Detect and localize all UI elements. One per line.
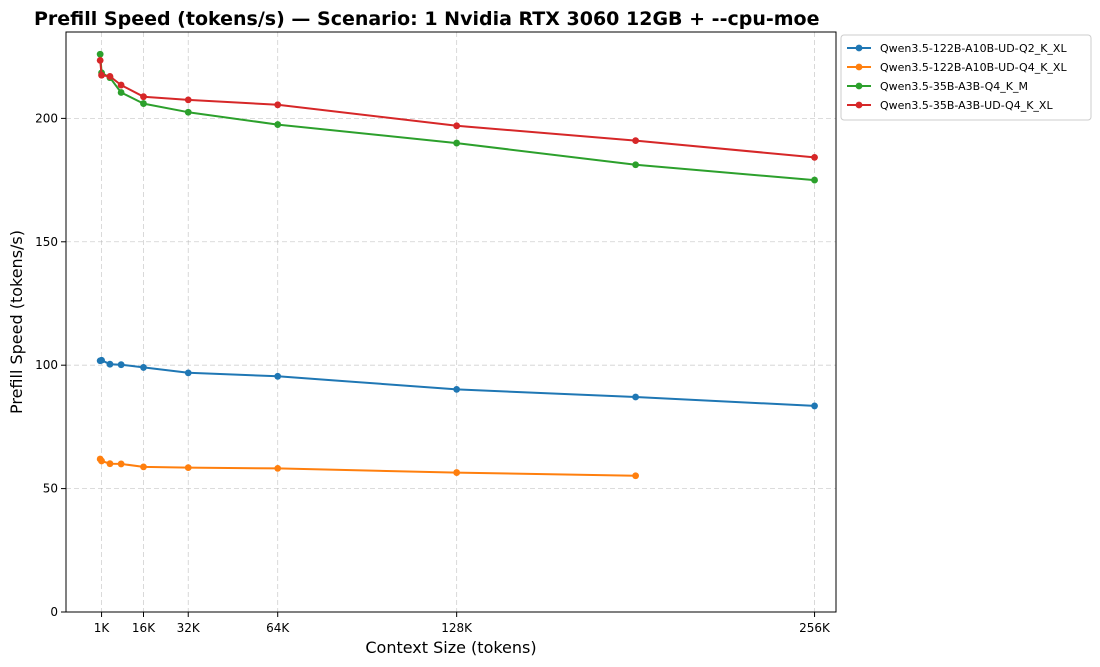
data-point: [632, 137, 640, 144]
y-axis-ticks: 0 50 100 150 200: [35, 111, 66, 619]
legend-marker: [855, 82, 863, 90]
data-point: [96, 50, 104, 58]
series-3: [96, 50, 818, 184]
data-point: [140, 93, 147, 101]
data-point: [184, 108, 192, 116]
series-4: [96, 56, 818, 161]
grid-lines: [66, 32, 836, 613]
x-axis-ticks: 1K 16K 32K 64K 128K 256K: [94, 612, 831, 635]
data-point: [453, 469, 461, 476]
series-1: [96, 356, 818, 410]
data-point: [811, 153, 818, 161]
legend-label: Qwen3.5-122B-A10B-UD-Q2_K_XL: [880, 42, 1067, 55]
data-point: [106, 360, 114, 368]
data-point: [274, 372, 282, 380]
data-point: [106, 73, 114, 80]
x-tick-label: 32K: [177, 621, 201, 635]
legend-label: Qwen3.5-35B-A3B-UD-Q4_K_XL: [880, 99, 1053, 112]
series-layer: [96, 50, 818, 480]
data-point: [274, 121, 282, 128]
data-point: [453, 139, 461, 147]
chart-title: Prefill Speed (tokens/s) — Scenario: 1 N…: [34, 8, 819, 30]
y-axis-label: Prefill Speed (tokens/s): [7, 230, 26, 414]
data-point: [274, 464, 282, 472]
series-line: [99, 59, 816, 159]
legend-label: Qwen3.5-122B-A10B-UD-Q4_K_XL: [880, 61, 1067, 74]
data-point: [453, 122, 461, 130]
data-point: [184, 464, 192, 472]
data-point: [117, 81, 125, 89]
data-point: [632, 393, 640, 401]
x-tick-label: 16K: [132, 621, 156, 635]
legend-marker: [855, 44, 863, 52]
data-point: [184, 96, 192, 104]
y-tick-label: 150: [35, 235, 58, 249]
data-point: [140, 364, 147, 371]
data-point: [811, 402, 818, 410]
data-point: [184, 369, 192, 377]
y-tick-label: 50: [43, 482, 58, 496]
data-point: [632, 472, 640, 480]
series-2: [96, 455, 640, 480]
y-tick-label: 200: [35, 111, 58, 125]
data-point: [117, 361, 125, 369]
x-axis-label: Context Size (tokens): [365, 638, 536, 657]
legend-marker: [855, 63, 863, 71]
data-point: [632, 161, 640, 169]
series-line: [99, 458, 637, 477]
data-point: [453, 385, 461, 393]
data-point: [140, 463, 147, 471]
data-point: [811, 176, 818, 184]
data-point: [274, 101, 282, 109]
data-point: [98, 71, 105, 79]
x-tick-label: 128K: [441, 621, 473, 635]
data-point: [98, 356, 105, 364]
series-line: [99, 359, 816, 407]
data-point: [98, 457, 105, 465]
data-point: [96, 56, 104, 64]
data-point: [117, 460, 125, 468]
legend-label: Qwen3.5-35B-A3B-Q4_K_M: [880, 80, 1028, 93]
legend: Qwen3.5-122B-A10B-UD-Q2_K_XL Qwen3.5-122B…: [840, 34, 1092, 121]
data-point: [140, 100, 147, 107]
legend-marker: [855, 101, 863, 109]
y-tick-label: 100: [35, 358, 58, 372]
data-point: [117, 89, 125, 96]
x-tick-label: 64K: [266, 621, 290, 635]
data-point: [106, 460, 114, 468]
plot-frame: [65, 31, 837, 613]
x-tick-label: 256K: [799, 621, 831, 635]
y-tick-label: 0: [50, 605, 58, 619]
legend-box: [840, 34, 1092, 121]
series-line: [99, 53, 816, 182]
x-tick-label: 1K: [94, 621, 111, 635]
